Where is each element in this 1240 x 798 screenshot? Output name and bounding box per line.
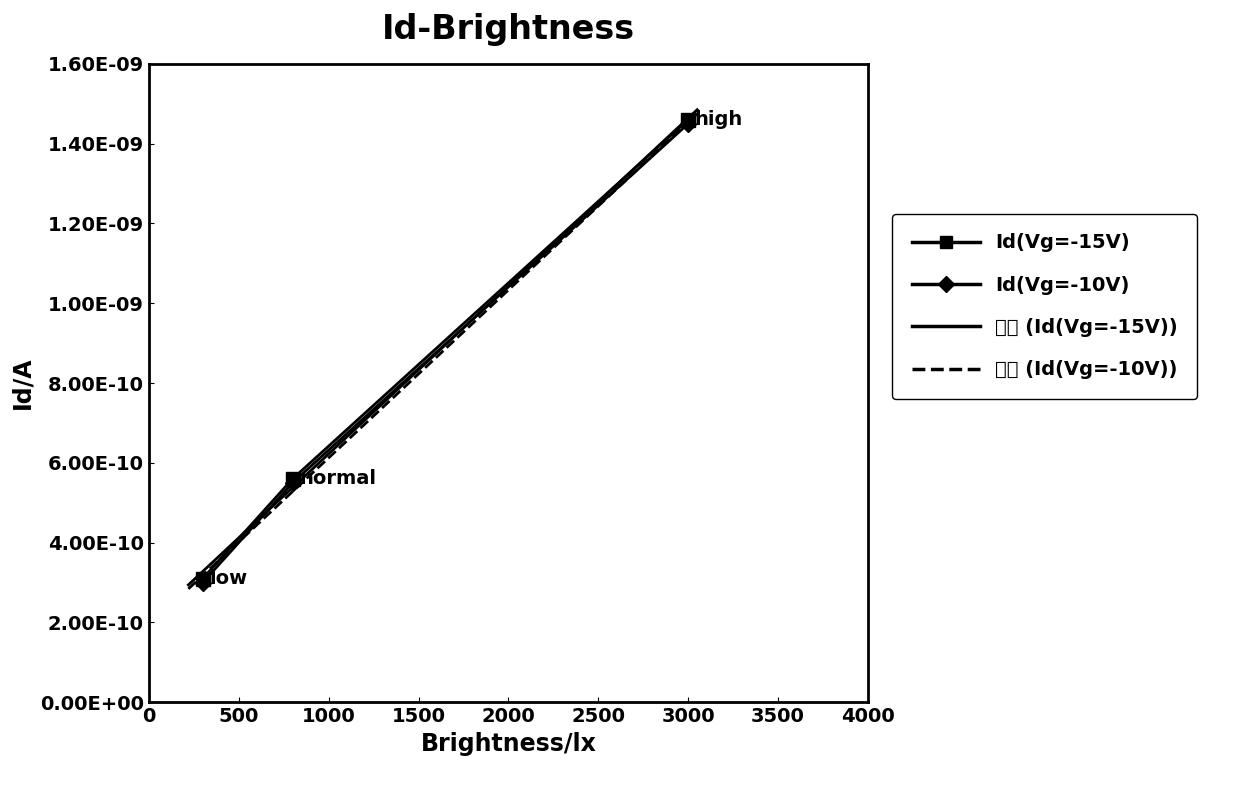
Title: Id-Brightness: Id-Brightness [382, 13, 635, 45]
Text: low: low [210, 569, 247, 588]
Text: normal: normal [299, 469, 376, 488]
Text: high: high [694, 110, 743, 129]
Y-axis label: Id/A: Id/A [10, 357, 35, 409]
X-axis label: Brightness/lx: Brightness/lx [420, 732, 596, 756]
Legend: Id(Vg=-15V), Id(Vg=-10V), 线性 (Id(Vg=-15V)), 线性 (Id(Vg=-10V)): Id(Vg=-15V), Id(Vg=-10V), 线性 (Id(Vg=-15V… [892, 214, 1198, 399]
